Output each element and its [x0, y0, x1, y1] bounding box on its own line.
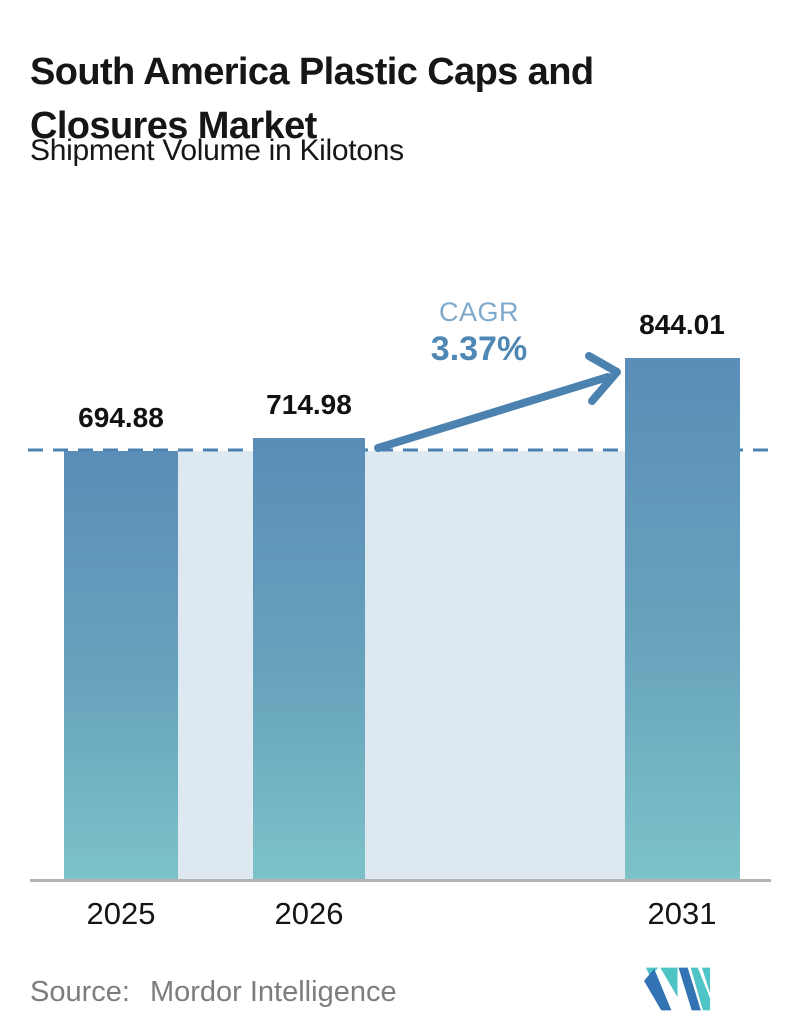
- axis-label-2031: 2031: [647, 896, 717, 931]
- cagr-value: 3.37%: [430, 330, 528, 368]
- chart-subtitle: Shipment Volume in Kilotons: [30, 134, 404, 167]
- value-label-2031: 844.01: [639, 309, 725, 340]
- axis-label-2025: 2025: [86, 896, 156, 931]
- value-label-2026: 714.98: [266, 389, 352, 420]
- cagr-annotation: CAGR 3.37%: [379, 297, 579, 369]
- bar-2026: [253, 438, 365, 880]
- value-label-2025: 694.88: [78, 402, 164, 433]
- mordor-intelligence-logo: [644, 967, 710, 1011]
- cagr-label: CAGR: [438, 297, 519, 327]
- bar-2031: [625, 358, 740, 880]
- chart-title-line1: South America Plastic Caps and: [30, 51, 594, 94]
- bar-2025: [64, 451, 178, 880]
- source-name: Mordor Intelligence: [149, 976, 397, 1008]
- chart-title: South America Plastic Caps and Closures …: [30, 45, 750, 153]
- source-note: Source: Mordor Intelligence: [30, 976, 397, 1009]
- chart-title-line2: Closures Market: [30, 105, 317, 148]
- source-prefix: Source:: [30, 976, 130, 1008]
- x-axis-line: [30, 879, 771, 882]
- axis-label-2026: 2026: [274, 896, 344, 931]
